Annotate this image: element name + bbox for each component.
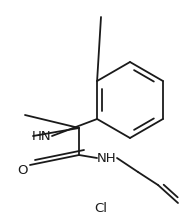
Text: HN: HN <box>32 130 52 143</box>
Text: O: O <box>17 164 27 177</box>
Text: Cl: Cl <box>94 202 108 215</box>
Text: NH: NH <box>97 152 117 164</box>
